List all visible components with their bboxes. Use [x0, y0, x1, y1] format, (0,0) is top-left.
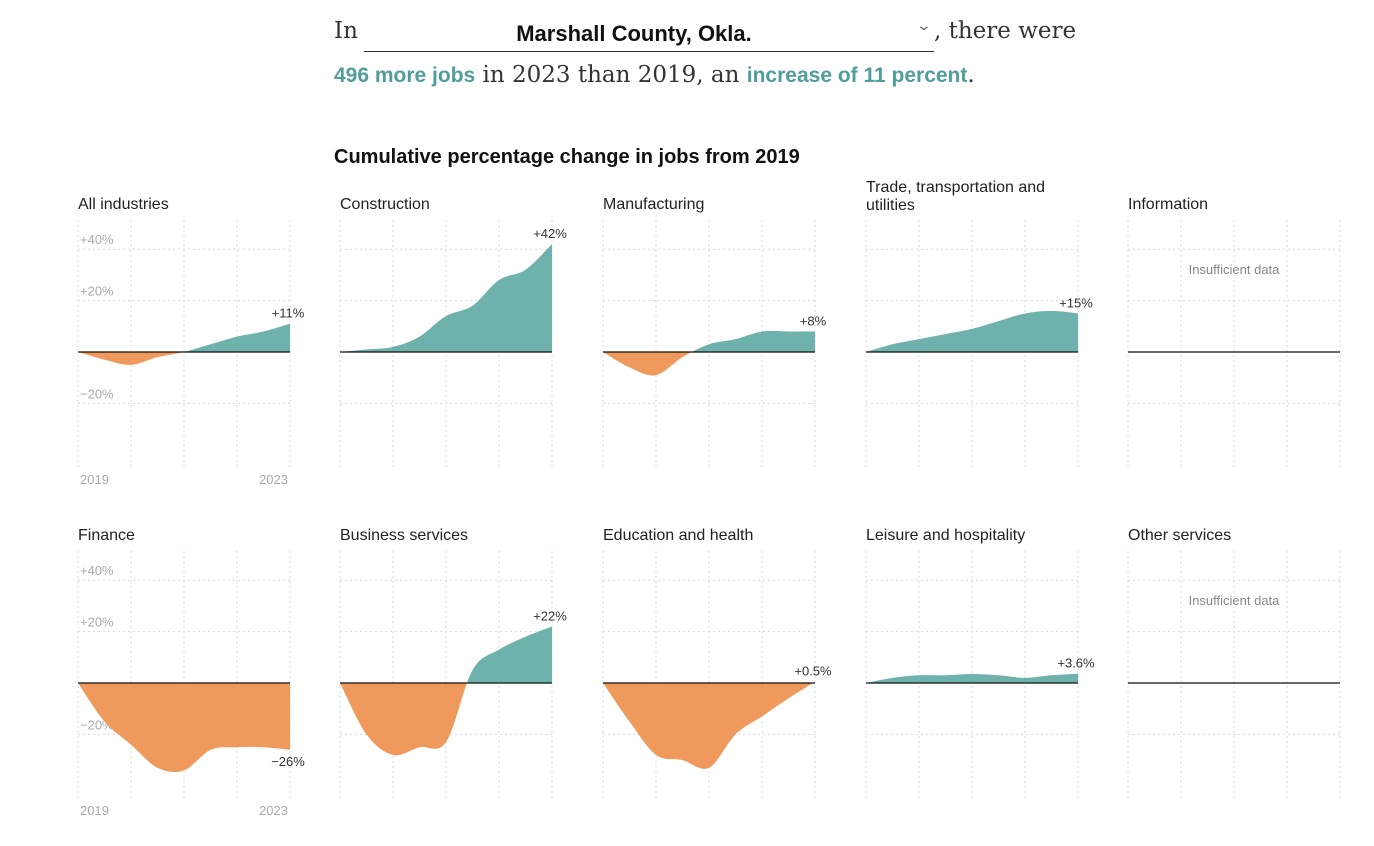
end-value-label: +3.6% [1057, 656, 1095, 671]
x-tick-label: 2023 [259, 803, 288, 818]
intro-middle: in 2023 than 2019, an [475, 62, 747, 88]
panel-title-line: Information [1128, 196, 1208, 213]
x-tick-label: 2019 [80, 803, 109, 818]
end-value-label: +0.5% [794, 664, 832, 679]
end-value-label: −26% [271, 754, 305, 769]
county-select[interactable]: Marshall County, Okla. ⌄ [364, 18, 934, 52]
panel-title-line: Manufacturing [603, 196, 704, 213]
area-positive [340, 626, 552, 683]
intro-suffix: , there were [934, 18, 1077, 44]
panel-title-line: Construction [340, 196, 430, 213]
intro-end: . [967, 62, 975, 88]
panel-title: Trade, transportation and utilities [866, 179, 1045, 214]
panel-other-services: Other services Insufficient data [1127, 527, 1341, 799]
panel-title-line: Other services [1128, 527, 1231, 544]
insufficient-data-note: Insufficient data [1189, 262, 1281, 277]
panel-title: Information [1128, 196, 1208, 213]
panel-title: Education and health [603, 527, 753, 544]
end-value-label: +11% [272, 306, 305, 321]
panel-title: Business services [340, 527, 468, 544]
panel-title-line: utilities [866, 197, 915, 214]
panel-title-line: Education and health [603, 527, 753, 544]
jobs-count: 496 more jobs [334, 64, 476, 87]
county-select-value: Marshall County, Okla. [516, 21, 752, 46]
y-tick-label: +20% [80, 615, 114, 630]
panel-title-line: Leisure and hospitality [866, 527, 1025, 544]
panel-title: Construction [340, 196, 430, 213]
panel-education-and-health: Education and health +0.5% [602, 527, 832, 799]
intro-summary: 496 more jobs in 2023 than 2019, an incr… [334, 62, 975, 88]
chart-title: Cumulative percentage change in jobs fro… [334, 146, 800, 168]
area-positive [603, 330, 815, 352]
panel-title: Leisure and hospitality [866, 527, 1025, 544]
area-negative [603, 352, 815, 376]
x-tick-label: 2019 [80, 472, 109, 487]
area-negative [603, 683, 815, 769]
y-tick-label: +40% [80, 232, 114, 247]
panel-leisure-and-hospitality: Leisure and hospitality +3.6% [865, 527, 1095, 799]
area-positive [866, 310, 1078, 352]
panel-construction: Construction +42% [339, 196, 567, 468]
panel-title-line: Finance [78, 527, 135, 544]
increase-percent: increase of 11 percent [746, 64, 968, 87]
panel-title: Manufacturing [603, 196, 704, 213]
area-positive [340, 244, 552, 352]
panel-information: Information Insufficient data [1127, 196, 1341, 468]
area-negative [78, 352, 290, 365]
area-positive [866, 673, 1078, 683]
area-negative [78, 683, 290, 773]
panel-manufacturing: Manufacturing +8% [602, 196, 827, 468]
x-tick-label: 2023 [259, 472, 288, 487]
panel-title-line: Trade, transportation and [866, 179, 1045, 196]
area-negative [340, 683, 552, 756]
chevron-down-icon: ⌄ [915, 18, 933, 34]
panel-title-line: Business services [340, 527, 468, 544]
panel-trade-transportation-and-utilities: Trade, transportation and utilities +15% [865, 179, 1093, 468]
panel-title: All industries [78, 196, 169, 213]
end-value-label: +42% [533, 226, 567, 241]
intro-prefix: In [334, 18, 358, 44]
panel-title-line: All industries [78, 196, 169, 213]
y-tick-label: −20% [80, 386, 114, 401]
panel-business-services: Business services +22% [339, 527, 567, 799]
panel-finance: Finance+40%+20%−20%2019 2023−26% [77, 527, 305, 818]
y-tick-label: +40% [80, 563, 114, 578]
panel-title: Finance [78, 527, 135, 544]
y-tick-label: +20% [80, 284, 114, 299]
panel-title: Other services [1128, 527, 1231, 544]
insufficient-data-note: Insufficient data [1189, 593, 1281, 608]
end-value-label: +15% [1059, 295, 1093, 310]
panel-all-industries: All industries +40% +20% −20% 2019 2023 +11% [77, 196, 305, 487]
end-value-label: +22% [533, 608, 567, 623]
area-positive [78, 323, 290, 352]
end-value-label: +8% [800, 313, 827, 328]
